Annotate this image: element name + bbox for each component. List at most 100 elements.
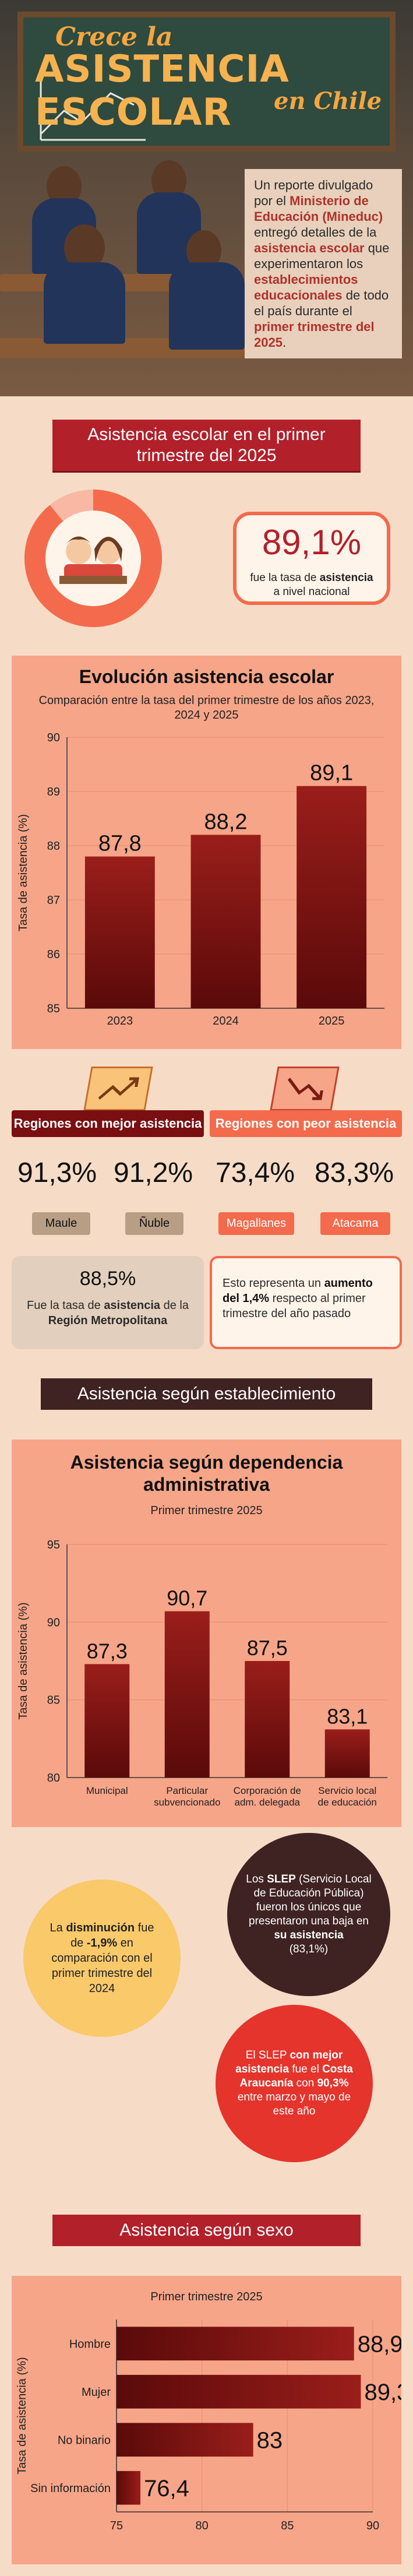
bar [117,2374,361,2409]
bar [84,856,155,1008]
hero-intro-part: . [282,335,287,350]
hero-intro-part: asistencia escolar [254,241,365,255]
section3-banner: Asistencia según sexo [52,2215,361,2246]
x-tick-label: 2024 [213,1015,239,1027]
x-tick-label: 75 [110,2519,123,2532]
hero-intro-text: Un reporte divulgado por el Ministerio d… [245,169,402,358]
chart1-title: Evolución asistencia escolar [79,666,334,687]
slep-circle: Los SLEP (Servicio Local de Educación Pú… [227,1833,390,1996]
chart2-title: Asistencia según dependencia administrat… [70,1452,343,1495]
hero-title-line2: ASISTENCIA ESCOLAR [35,48,290,134]
hero-intro-part: de todo el país durante el [254,288,389,318]
bar-value-label: 87,3 [87,1639,128,1663]
y-axis-label: Tasa de asistencia (%) [17,1602,30,1719]
y-tick-label: 85 [47,1694,60,1707]
bar-value-label: 90,7 [167,1586,207,1610]
drop-circle: La disminución fue de -1,9% en comparaci… [23,1880,181,2037]
y-tick-label: 90 [47,731,60,744]
y-tick-label: 89 [47,786,60,798]
y-tick-label: 90 [47,1616,60,1629]
region-tag-nuble: Ñuble [125,1212,183,1235]
y-tick-label: 85 [47,1002,60,1015]
chalkboard [17,12,396,152]
bar [117,2327,354,2361]
hero-intro-part: que experimentaron los [254,241,390,271]
bar-value-label: 83,1 [327,1704,368,1728]
y-tick-label: Hombre [69,2338,111,2350]
region-tag-maule: Maule [32,1212,90,1235]
x-tick-label: 90 [366,2519,379,2532]
hero-section: Crece la ASISTENCIA ESCOLAR en Chile Un … [0,0,413,396]
y-tick-label: 86 [47,948,60,961]
bar-value-label: 87,8 [98,832,142,856]
bar [245,1661,290,1778]
bar [117,2471,141,2505]
down-trend-icon [270,1067,340,1111]
bar [164,1611,210,1778]
hero-title-line1: Crece la [55,22,173,52]
y-tick-label: Mujer [82,2386,111,2399]
evolution-panel: Evolución asistencia escolar Comparación… [12,656,401,1049]
rm-value: 88,5% [79,1268,136,1290]
bar-value-label: 83 [257,2427,283,2453]
y-tick-label: Sin información [30,2482,111,2495]
y-tick-label: 87 [47,894,60,907]
hero-intro-part: establecimientos educacionales [254,272,358,302]
dependency-panel: Asistencia según dependencia administrat… [12,1440,401,1827]
national-rate-value: 89,1% [262,523,362,562]
x-tick-label: Servicio local [318,1785,376,1796]
chart1-subtitle: Comparación entre la tasa del primer tri… [38,694,375,722]
x-tick-label: 85 [281,2519,294,2532]
region-tag-atacama: Atacama [320,1212,390,1235]
students-icon [59,536,127,584]
y-axis-label: Tasa de asistencia (%) [16,2357,29,2474]
y-tick-label: No binario [58,2434,111,2447]
national-rate-caption: fue la tasa de asistencia a nivel nacion… [250,572,373,598]
increase-card: Esto representa un aumento del 1,4% resp… [210,1256,402,1349]
up-trend-icon [83,1067,153,1111]
hero-intro-part: Un reporte divulgado por el [254,178,373,208]
attendance-donut [24,490,162,627]
rm-card: 88,5% Fue la tasa de asistencia de la Re… [12,1256,204,1349]
bar-value-label: 89,1 [310,761,353,786]
chalk-chart-icon [40,82,146,141]
x-tick-label: Particular [166,1785,208,1796]
hero-intro-part: Ministerio de Educación (Mineduc) [254,193,383,224]
bar-value-label: 89,3 [364,2380,401,2405]
chart3-subtitle: Primer trimestre 2025 [150,2290,263,2303]
x-tick-label: 80 [196,2519,209,2532]
x-tick-label: Municipal [86,1785,128,1796]
x-tick-label: adm. delegada [235,1797,301,1808]
region-pct-nuble: 91,2% [114,1157,193,1188]
region-pct-maule: 91,3% [17,1157,97,1188]
chart2-subtitle: Primer trimestre 2025 [150,1504,263,1517]
x-tick-label: de educación [318,1797,377,1808]
dependency-bar-chart: 80 85 90 95 87,3 Municipal 90,7 Particularsubve… [17,1539,387,1808]
section1-banner: Asistencia escolar en el primer trimestr… [52,420,361,471]
increase-text: Esto representa un aumento del 1,4% resp… [223,1277,373,1320]
y-tick-label: 80 [47,1772,60,1785]
bar [117,2423,253,2457]
rm-text: Fue la tasa de asistencia de la Región M… [27,1299,189,1327]
x-tick-label: 2023 [107,1015,133,1027]
bar [296,786,367,1008]
y-axis-label: Tasa de asistencia (%) [17,814,30,931]
bar-value-label: 88,9 [358,2331,401,2357]
region-pct-atacama: 83,3% [315,1157,394,1188]
x-tick-label: Corporación de [234,1785,301,1796]
hero-title-line3: en Chile [274,87,382,115]
evolution-bar-chart: 85 86 87 88 89 90 87,8 2023 88,2 2024 89,1 2025 Tasa… [17,731,384,1027]
section2-banner: Asistencia según establecimiento [41,1378,372,1410]
hero-intro-part: entregó detalles de la [254,225,377,240]
bar [324,1729,370,1778]
best-regions-label: Regiones con mejor asistencia [12,1110,204,1137]
worst-regions-label: Regiones con peor asistencia [210,1110,402,1137]
sex-bar-chart: 75 80 85 90 88,9 Hombre 89,3 Mujer 83 No binario 7… [16,2320,401,2532]
bar-value-label: 76,4 [144,2476,189,2501]
x-tick-label: subvencionado [154,1797,220,1808]
national-rate-card: 89,1% fue la tasa de asistencia a nivel … [233,512,390,605]
y-tick-label: 88 [47,840,60,853]
hero-intro-part: primer trimestre del 2025 [254,319,375,350]
y-tick-label: 95 [47,1539,60,1551]
bar [84,1664,130,1778]
